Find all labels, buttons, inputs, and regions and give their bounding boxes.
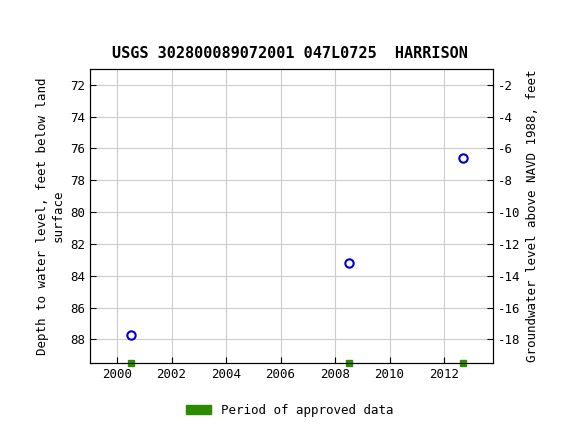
Text: ▒: ▒: [8, 7, 23, 36]
Legend: Period of approved data: Period of approved data: [181, 399, 399, 421]
Y-axis label: Groundwater level above NAVD 1988, feet: Groundwater level above NAVD 1988, feet: [526, 70, 539, 362]
Y-axis label: Depth to water level, feet below land
surface: Depth to water level, feet below land su…: [37, 77, 64, 355]
Text: USGS 302800089072001 047L0725  HARRISON: USGS 302800089072001 047L0725 HARRISON: [112, 46, 468, 61]
Text: USGS: USGS: [26, 12, 73, 31]
